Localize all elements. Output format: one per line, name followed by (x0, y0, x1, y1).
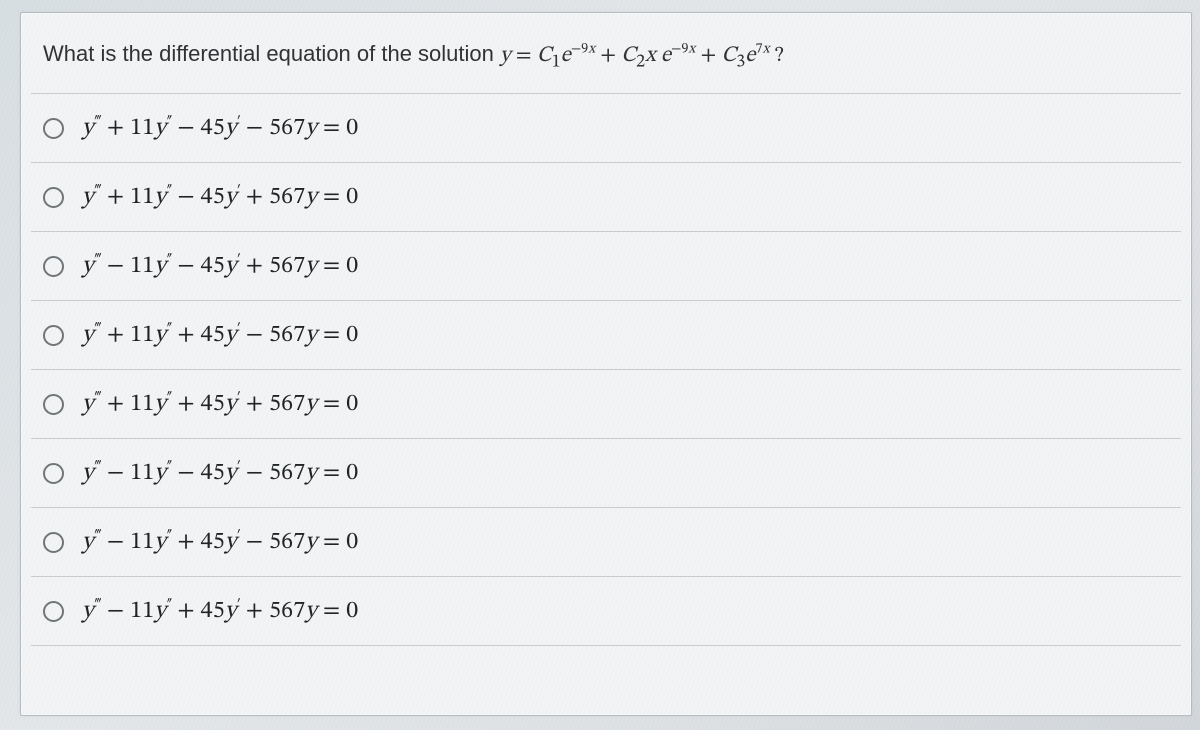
answers-list: y‴ + 11y″ − 45y′ − 567y = 0 y‴ + 11y″ − … (21, 93, 1191, 652)
option-equation: y‴ + 11y″ + 45y′ + 567y = 0 (82, 389, 358, 419)
option-row[interactable]: y‴ − 11y″ + 45y′ − 567y = 0 (31, 507, 1181, 576)
option-row[interactable]: y‴ + 11y″ − 45y′ + 567y = 0 (31, 162, 1181, 231)
option-row[interactable]: y‴ − 11y″ − 45y′ − 567y = 0 (31, 438, 1181, 507)
option-equation: y‴ − 11y″ + 45y′ + 567y = 0 (82, 596, 358, 626)
question-prefix: What is the differential equation of the… (43, 41, 500, 66)
option-equation: y‴ + 11y″ + 45y′ − 567y = 0 (82, 320, 358, 350)
option-row[interactable]: y‴ − 11y″ + 45y′ + 567y = 0 (31, 576, 1181, 646)
option-row[interactable]: y‴ + 11y″ + 45y′ − 567y = 0 (31, 300, 1181, 369)
radio-icon[interactable] (43, 325, 64, 346)
radio-icon[interactable] (43, 256, 64, 277)
question-equation: y = C1e−9x + C2x e−9x + C3e7x ? (500, 45, 784, 67)
option-equation: y‴ − 11y″ + 45y′ − 567y = 0 (82, 527, 358, 557)
option-row[interactable]: y‴ − 11y″ − 45y′ + 567y = 0 (31, 231, 1181, 300)
radio-icon[interactable] (43, 118, 64, 139)
radio-icon[interactable] (43, 601, 64, 622)
question-panel: What is the differential equation of the… (20, 12, 1192, 716)
radio-icon[interactable] (43, 187, 64, 208)
option-row[interactable]: y‴ + 11y″ − 45y′ − 567y = 0 (31, 93, 1181, 162)
option-equation: y‴ − 11y″ − 45y′ − 567y = 0 (82, 458, 358, 488)
option-equation: y‴ + 11y″ − 45y′ − 567y = 0 (82, 113, 358, 143)
question-block: What is the differential equation of the… (21, 13, 1191, 93)
radio-icon[interactable] (43, 532, 64, 553)
radio-icon[interactable] (43, 463, 64, 484)
option-row[interactable]: y‴ + 11y″ + 45y′ + 567y = 0 (31, 369, 1181, 438)
option-equation: y‴ − 11y″ − 45y′ + 567y = 0 (82, 251, 358, 281)
option-equation: y‴ + 11y″ − 45y′ + 567y = 0 (82, 182, 358, 212)
radio-icon[interactable] (43, 394, 64, 415)
